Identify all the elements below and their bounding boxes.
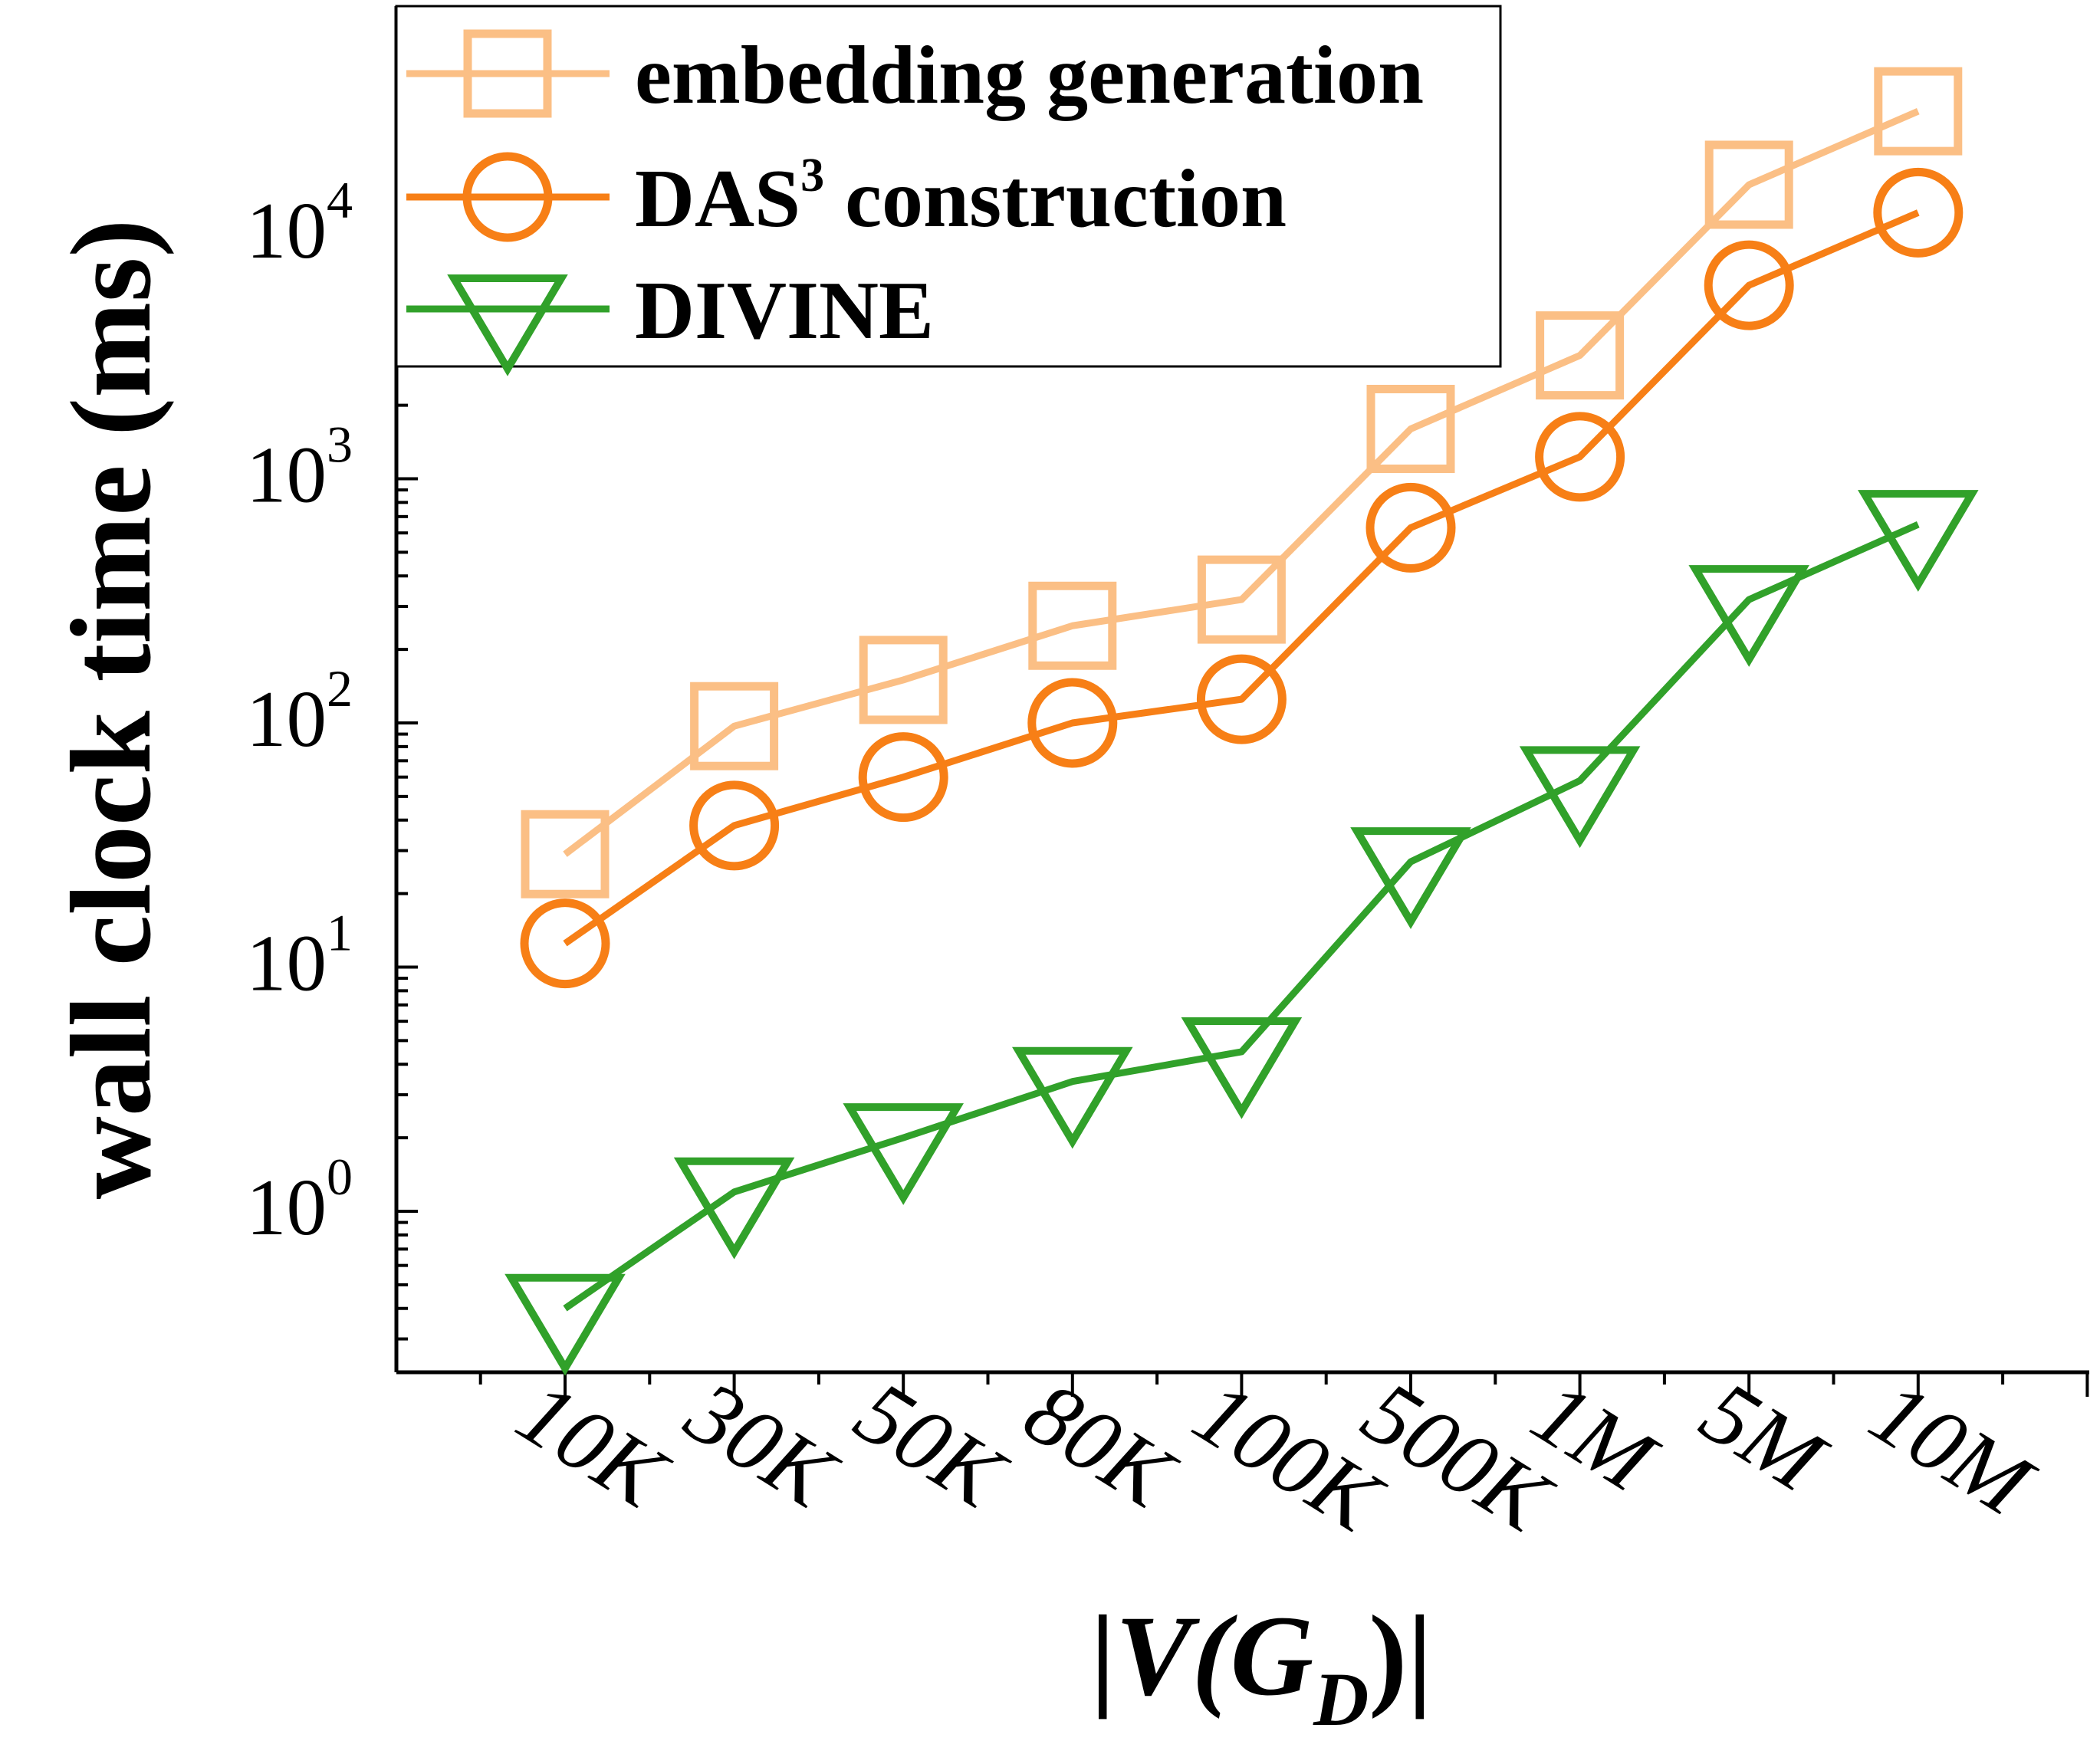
series-line bbox=[563, 521, 1920, 1312]
circle-marker bbox=[462, 152, 553, 242]
x-tick-label: 10K bbox=[501, 1362, 685, 1529]
triangle-down-marker bbox=[1519, 746, 1641, 849]
y-tick-label: 104 bbox=[246, 171, 353, 275]
y-tick-label: 101 bbox=[246, 904, 353, 1008]
triangle-down-marker bbox=[447, 274, 568, 376]
y-tick-label: 102 bbox=[246, 659, 353, 764]
square-marker bbox=[463, 29, 552, 118]
circle-marker bbox=[1365, 482, 1456, 573]
square-marker bbox=[1874, 67, 1963, 156]
x-tick-label: 10M bbox=[1854, 1362, 2052, 1537]
triangle-down-marker bbox=[1012, 1046, 1133, 1149]
triangle-down-marker bbox=[673, 1157, 795, 1260]
series-line bbox=[563, 107, 1920, 857]
circle-marker bbox=[1873, 167, 1964, 258]
y-tick-exponent: 0 bbox=[327, 1148, 353, 1206]
circle-marker bbox=[858, 732, 948, 823]
circle-marker bbox=[1535, 412, 1625, 502]
y-tick-label: 100 bbox=[246, 1148, 353, 1252]
square-marker bbox=[1028, 581, 1117, 670]
legend-label-rest: construction bbox=[824, 153, 1287, 245]
x-axis-label-main: V(G bbox=[1116, 1592, 1313, 1720]
series-line bbox=[563, 209, 1920, 947]
y-tick-base: 10 bbox=[246, 430, 327, 520]
legend-label-main: embedding generation bbox=[635, 30, 1424, 121]
legend-label-main: DIVINE bbox=[635, 265, 934, 356]
series-circle bbox=[520, 167, 1964, 989]
y-tick-exponent: 1 bbox=[327, 904, 353, 962]
x-axis-label-sub: D bbox=[1313, 1657, 1369, 1742]
triangle-down-marker bbox=[504, 1273, 626, 1376]
square-marker bbox=[690, 682, 779, 770]
legend-label: DIVINE bbox=[635, 265, 934, 356]
square-marker bbox=[521, 810, 610, 898]
legend-label: DAS3 construction bbox=[635, 149, 1287, 245]
square-marker bbox=[859, 636, 948, 724]
x-tick-label: 80K bbox=[1008, 1362, 1193, 1529]
triangle-down-marker bbox=[1350, 827, 1471, 929]
legend-label: embedding generation bbox=[635, 30, 1424, 121]
legend: embedding generation DAS3 construction DIV… bbox=[395, 5, 1502, 376]
y-tick-label: 103 bbox=[246, 416, 353, 520]
square-marker bbox=[1704, 140, 1793, 229]
y-tick-exponent: 4 bbox=[327, 171, 353, 229]
circle-marker bbox=[1027, 678, 1118, 768]
circle-marker bbox=[1196, 654, 1287, 744]
legend-label-superscript: 3 bbox=[800, 149, 824, 202]
triangle-down-marker bbox=[1181, 1017, 1303, 1119]
x-tick-label: 30K bbox=[669, 1361, 855, 1529]
square-marker bbox=[1197, 555, 1286, 644]
y-tick-base: 10 bbox=[246, 674, 327, 764]
x-axis-label-suffix: )| bbox=[1369, 1592, 1432, 1720]
triangle-down-marker bbox=[843, 1103, 964, 1205]
circle-marker bbox=[1704, 240, 1794, 330]
legend-label-main: DAS bbox=[635, 153, 800, 245]
circle-marker bbox=[520, 898, 610, 989]
series-square bbox=[521, 67, 1963, 898]
x-tick-label: 50K bbox=[839, 1362, 1024, 1529]
series-triangle-down bbox=[504, 490, 1979, 1376]
triangle-down-marker bbox=[1688, 565, 1809, 667]
square-marker bbox=[1366, 384, 1455, 473]
y-axis-label: wall clock time (ms) bbox=[48, 219, 175, 1200]
x-tick-label: 5M bbox=[1684, 1362, 1844, 1513]
series-layer bbox=[504, 67, 1979, 1376]
circle-marker bbox=[689, 780, 780, 871]
y-tick-base: 10 bbox=[246, 918, 327, 1008]
y-tick-base: 10 bbox=[246, 1162, 327, 1252]
x-axis-label-prefix: | bbox=[1090, 1592, 1116, 1720]
y-tick-exponent: 3 bbox=[327, 416, 353, 474]
y-tick-base: 10 bbox=[246, 186, 327, 275]
square-marker bbox=[1536, 311, 1625, 400]
y-tick-exponent: 2 bbox=[327, 659, 353, 718]
triangle-down-marker bbox=[1858, 490, 1979, 592]
x-axis-label: |V(GD)| bbox=[1090, 1592, 1433, 1742]
